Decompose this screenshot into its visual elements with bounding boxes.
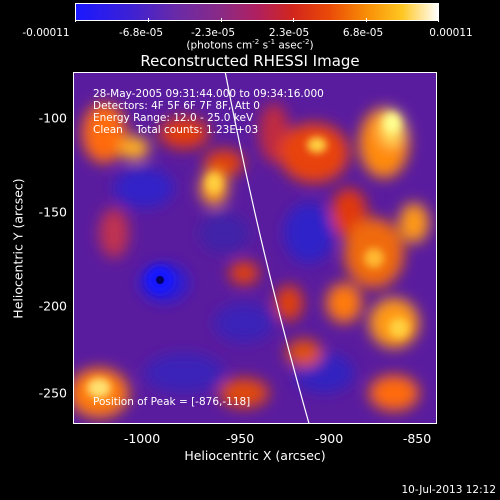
colorbar-units: (photons cm-2 s-1 asec-2) bbox=[186, 38, 314, 52]
x-tick-label: -850 bbox=[402, 431, 432, 446]
y-axis-label: Heliocentric Y (arcsec) bbox=[10, 178, 26, 319]
y-tick-label: -100 bbox=[38, 110, 67, 126]
colorbar-tick-label: 2.3e-05 bbox=[268, 27, 310, 39]
peak-position-label: Position of Peak = [-876,-118] bbox=[93, 396, 251, 408]
plot-title: Reconstructed RHESSI Image bbox=[140, 52, 360, 70]
x-axis-label: Heliocentric X (arcsec) bbox=[184, 448, 326, 463]
colorbar-tick-label: -2.3e-05 bbox=[190, 27, 236, 39]
x-tick-label: -950 bbox=[225, 431, 255, 446]
x-tick-label: -1000 bbox=[123, 431, 161, 446]
colorbar-tick-label: -6.8e-05 bbox=[118, 27, 164, 39]
colorbar-tick-mark bbox=[438, 18, 439, 22]
solar-limb-line bbox=[224, 73, 310, 423]
colorbar-tick-mark bbox=[148, 18, 149, 22]
colorbar-tick-mark bbox=[75, 18, 76, 22]
colorbar-tick-mark bbox=[221, 18, 222, 22]
colorbar-tick-label: 0.00011 bbox=[429, 27, 473, 39]
rhessi-image bbox=[73, 72, 437, 424]
y-tick-label: -250 bbox=[38, 385, 67, 401]
timestamp: 10-Jul-2013 12:12 bbox=[401, 484, 496, 496]
image-heatmap bbox=[74, 73, 436, 423]
info-clean-counts: Clean Total counts: 1.23E+03 bbox=[93, 124, 259, 136]
y-tick-label: -200 bbox=[38, 298, 67, 314]
colorbar bbox=[75, 3, 439, 21]
info-time-range: 28-May-2005 09:31:44.000 to 09:34:16.000 bbox=[93, 88, 324, 100]
colorbar-tick-label: -0.00011 bbox=[22, 27, 70, 39]
info-energy-range: Energy Range: 12.0 - 25.0 keV bbox=[93, 112, 254, 124]
x-tick-label: -900 bbox=[314, 431, 344, 446]
y-tick-label: -150 bbox=[38, 204, 67, 220]
colorbar-tick-mark bbox=[293, 18, 294, 22]
colorbar-tick-mark bbox=[366, 18, 367, 22]
info-detectors: Detectors: 4F 5F 6F 7F 8F, Att 0 bbox=[93, 100, 260, 112]
colorbar-tick-label: 6.8e-05 bbox=[342, 27, 384, 39]
